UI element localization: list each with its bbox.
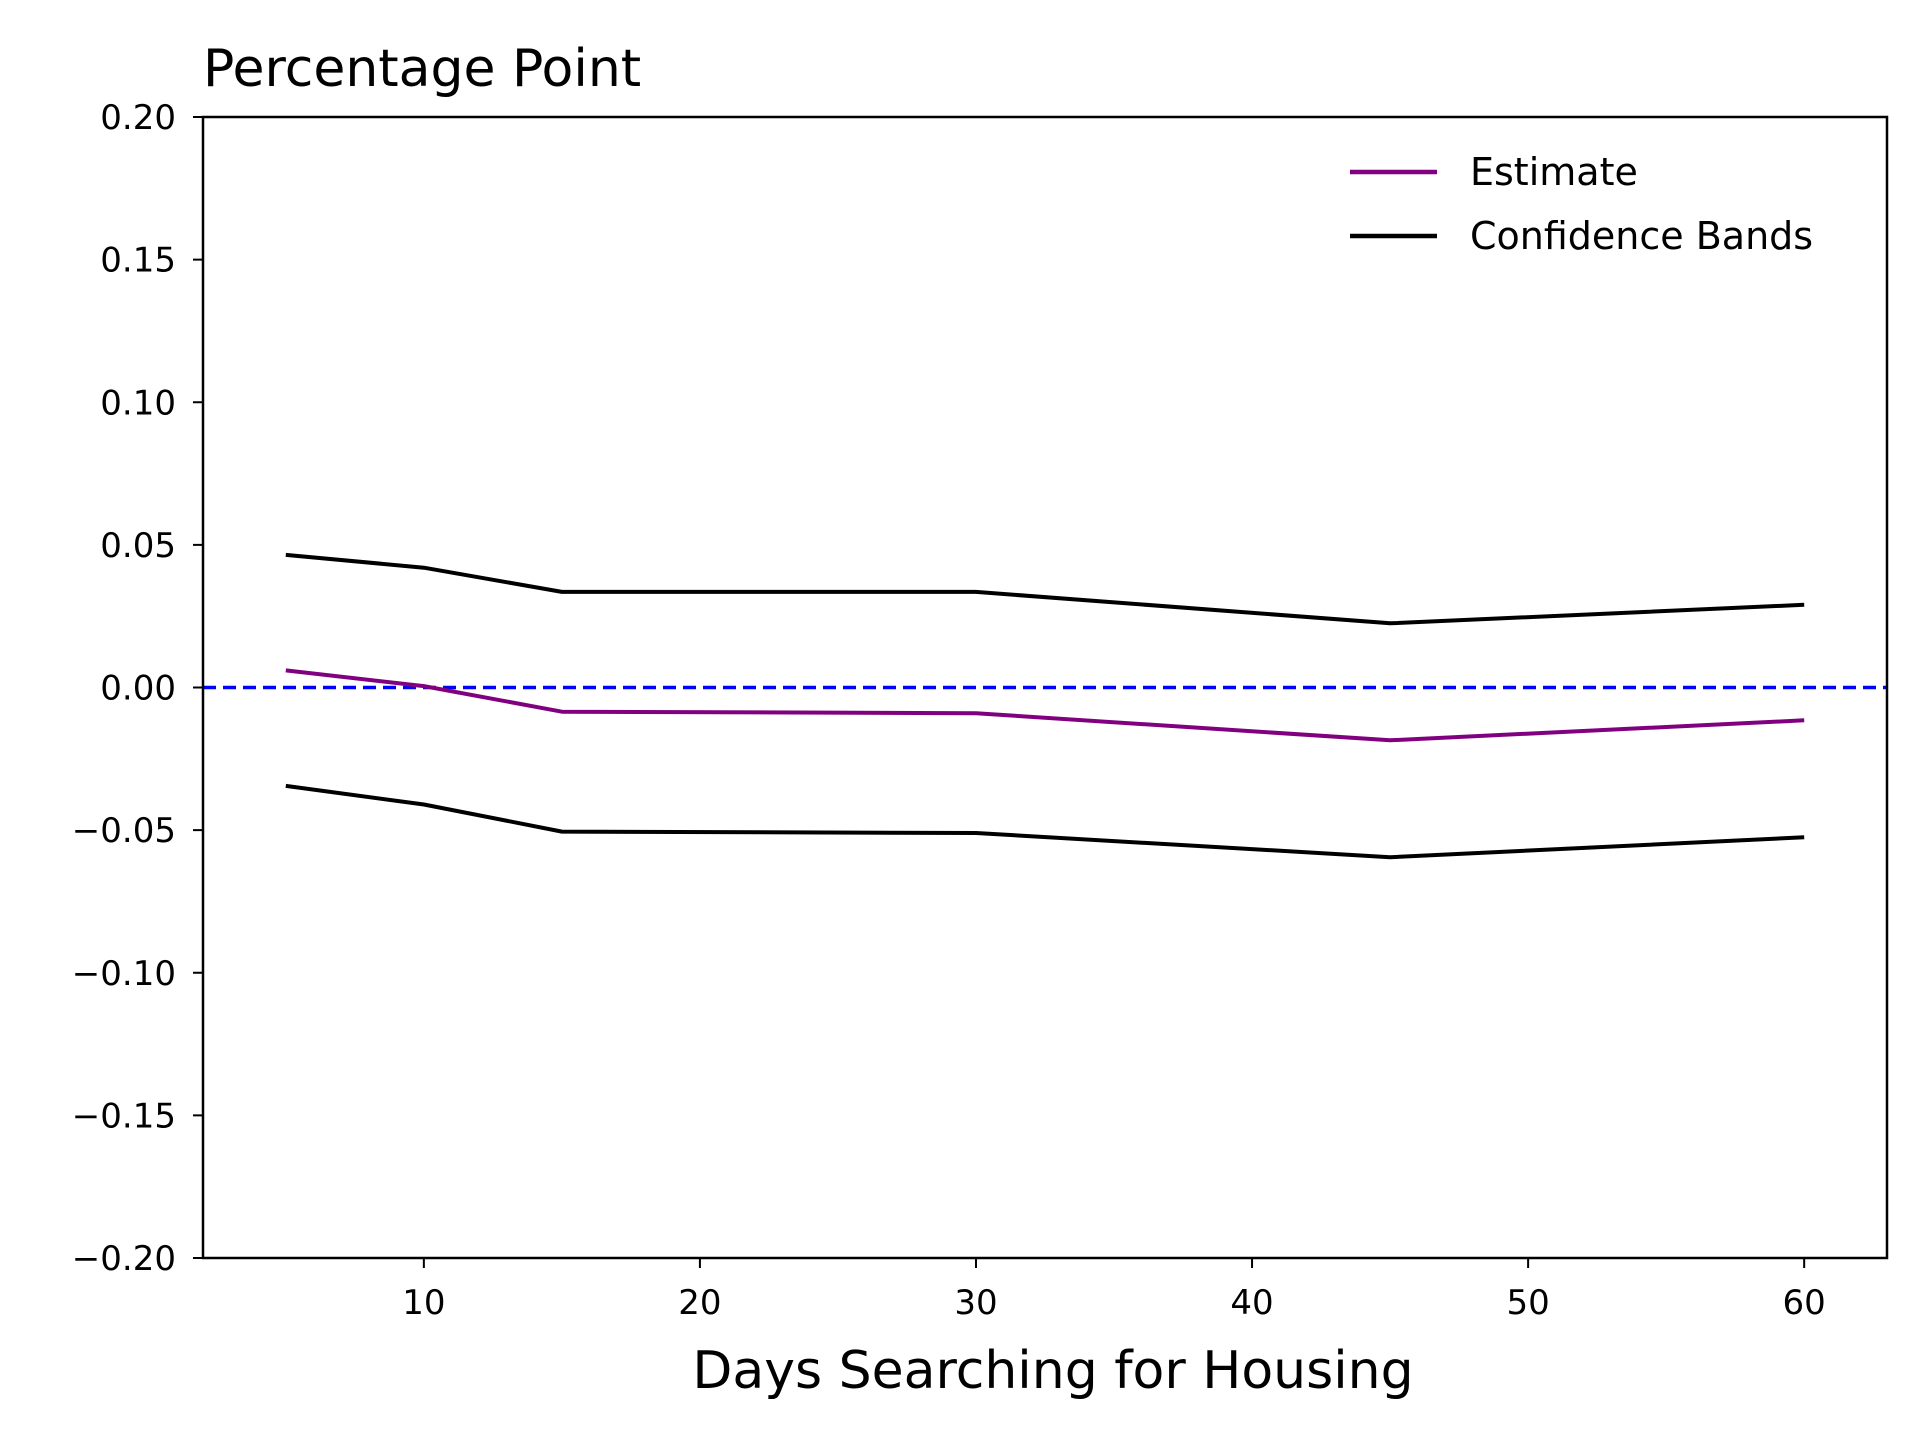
y-tick-label: −0.10: [72, 954, 176, 994]
estimate-line: [285, 668, 1805, 743]
legend-label-estimate: Estimate: [1470, 150, 1638, 194]
lower-confidence-band-line: [285, 783, 1805, 860]
x-tick-label: 20: [678, 1283, 721, 1323]
x-tick-label: 40: [1230, 1283, 1273, 1323]
y-tick-label: −0.15: [72, 1096, 176, 1136]
y-tick-label: 0.05: [100, 526, 176, 566]
y-tick-label: −0.20: [72, 1239, 176, 1279]
x-tick-label: 60: [1783, 1283, 1826, 1323]
x-tick-label: 50: [1506, 1283, 1549, 1323]
y-axis-ticks: −0.20 −0.15 −0.10 −0.05 0.00 0.05 0.10 0.15 0.20: [72, 98, 203, 1279]
x-axis-label: Days Searching for Housing: [692, 1341, 1413, 1401]
y-tick-label: 0.15: [100, 241, 176, 281]
y-tick-label: 0.20: [100, 98, 176, 138]
x-tick-label: 30: [954, 1283, 997, 1323]
y-tick-label: −0.05: [72, 811, 176, 851]
y-tick-label: 0.10: [100, 383, 176, 423]
legend: Estimate Confidence Bands: [1350, 150, 1813, 258]
plot-marks: [203, 552, 1887, 860]
upper-confidence-band-line: [285, 552, 1805, 626]
legend-label-confidence-bands: Confidence Bands: [1470, 214, 1813, 258]
x-axis-ticks: 10 20 30 40 50 60: [402, 1258, 1826, 1323]
x-tick-label: 10: [402, 1283, 445, 1323]
y-tick-label: 0.00: [100, 669, 176, 709]
y-axis-label: Percentage Point: [203, 39, 641, 99]
